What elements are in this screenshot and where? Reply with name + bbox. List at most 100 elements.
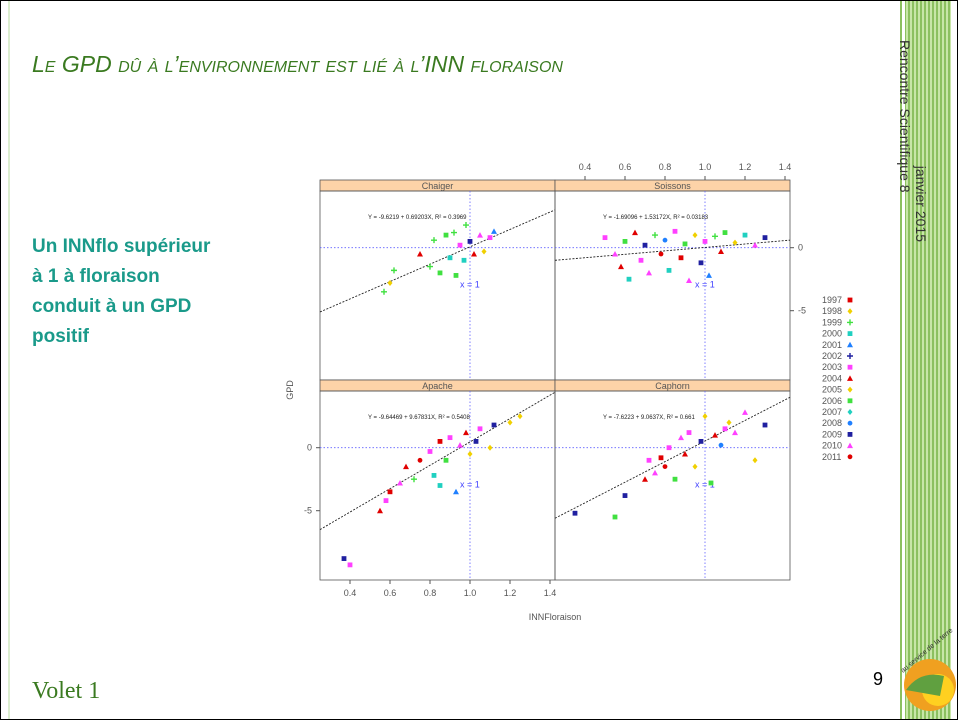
equation: Y = -1.69096 + 1.53172X, R² = 0.03183: [603, 215, 709, 221]
legend-label: 2007: [822, 407, 842, 417]
slide-frame: [1, 1, 958, 720]
point: [623, 239, 628, 244]
point: [647, 458, 652, 463]
x-tick-label: 1.0: [464, 588, 477, 598]
x-tick-label: 0.8: [659, 162, 672, 172]
point: [432, 473, 437, 478]
point: [468, 239, 473, 244]
legend-label: 2008: [822, 418, 842, 428]
point: [348, 562, 353, 567]
x-tick-label: 1.2: [504, 588, 517, 598]
legend-marker: [848, 298, 853, 303]
point: [613, 515, 618, 520]
legend-label: 2004: [822, 373, 842, 383]
legend-label: 2009: [822, 429, 842, 439]
strip-label: Soissons: [654, 181, 691, 191]
point: [667, 445, 672, 450]
body-line: conduit à un GPD: [32, 296, 191, 317]
point: [428, 449, 433, 454]
legend-label: 1997: [822, 295, 842, 305]
legend-marker: [848, 432, 853, 437]
strip-label: Chaiger: [422, 181, 454, 191]
point: [438, 439, 443, 444]
point: [687, 430, 692, 435]
y-axis-label: GPD: [285, 380, 295, 400]
point: [709, 481, 714, 486]
x-tick-label: 1.0: [699, 162, 712, 172]
x-tick-label: 0.8: [424, 588, 437, 598]
point: [723, 230, 728, 235]
body-line: à 1 à floraison: [32, 266, 160, 287]
legend-marker: [848, 421, 853, 426]
point: [573, 511, 578, 516]
legend-label: 2001: [822, 340, 842, 350]
point: [492, 423, 497, 428]
ref-label: x = 1: [460, 480, 480, 490]
point: [763, 235, 768, 240]
point: [444, 233, 449, 238]
point: [418, 458, 423, 463]
point: [342, 556, 347, 561]
point: [659, 455, 664, 460]
point: [699, 260, 704, 265]
point: [603, 235, 608, 240]
point: [623, 493, 628, 498]
point: [438, 271, 443, 276]
x-tick-label: 1.4: [544, 588, 557, 598]
y-tick-label: 0: [307, 443, 312, 453]
point: [699, 439, 704, 444]
side-text-line: Rencontre Scientifique 8: [897, 40, 913, 193]
legend-label: 2010: [822, 441, 842, 451]
x-tick-label: 0.6: [384, 588, 397, 598]
point: [743, 233, 748, 238]
x-tick-label: 0.4: [344, 588, 357, 598]
y-tick-label: -5: [798, 306, 806, 316]
y-tick-label: 0: [798, 243, 803, 253]
point: [659, 252, 664, 257]
point: [438, 483, 443, 488]
side-text-line: janvier 2015: [913, 165, 929, 242]
strip-label: Apache: [422, 381, 453, 391]
point: [488, 235, 493, 240]
legend-label: 1999: [822, 317, 842, 327]
x-tick-label: 0.6: [619, 162, 632, 172]
legend-label: 2006: [822, 396, 842, 406]
point: [478, 426, 483, 431]
footer: Volet 1: [32, 678, 100, 704]
point: [458, 243, 463, 248]
point: [643, 243, 648, 248]
point: [673, 477, 678, 482]
page-number: 9: [873, 669, 883, 689]
x-tick-label: 1.4: [779, 162, 792, 172]
legend-marker: [848, 398, 853, 403]
legend-marker: [848, 331, 853, 336]
legend-label: 2002: [822, 351, 842, 361]
point: [444, 458, 449, 463]
point: [703, 239, 708, 244]
point: [474, 439, 479, 444]
point: [719, 443, 724, 448]
legend-marker: [848, 454, 853, 459]
point: [448, 435, 453, 440]
equation: Y = -9.64469 + 9.67831X, R² = 0.5408: [368, 415, 470, 421]
slide-title: Le GPD dû à l’environnement est lié à l’…: [32, 51, 563, 77]
point: [448, 255, 453, 260]
body-line: Un INNflo supérieur: [32, 236, 211, 257]
point: [763, 423, 768, 428]
legend-label: 2005: [822, 385, 842, 395]
point: [627, 277, 632, 282]
strip-label: Caphorn: [655, 381, 690, 391]
x-axis-label: INNFloraison: [529, 612, 582, 622]
point: [663, 464, 668, 469]
point: [462, 258, 467, 263]
slide: Le GPD dû à l’environnement est lié à l’…: [0, 0, 958, 720]
point: [384, 498, 389, 503]
point: [673, 229, 678, 234]
point: [723, 426, 728, 431]
point: [454, 273, 459, 278]
legend-label: 2003: [822, 362, 842, 372]
equation: Y = -9.6219 + 0.69203X, R² = 0.3969: [368, 215, 467, 221]
legend-marker: [848, 365, 853, 370]
point: [683, 242, 688, 247]
legend-label: 1998: [822, 306, 842, 316]
